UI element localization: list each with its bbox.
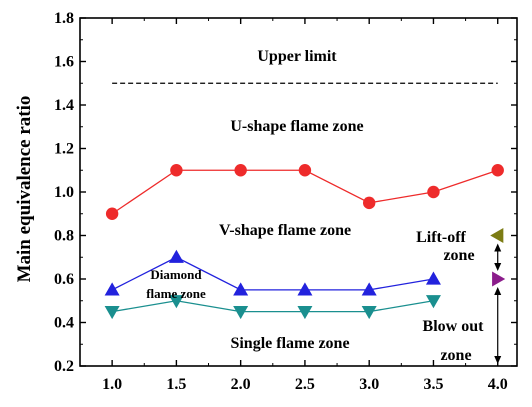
zone-arrows xyxy=(494,243,502,364)
data-point xyxy=(234,164,247,177)
series-line xyxy=(111,256,434,291)
arrow-head-down xyxy=(494,263,502,271)
y-tick-label: 1.6 xyxy=(54,54,74,71)
data-point xyxy=(104,306,120,320)
x-tick-label: 3.0 xyxy=(359,376,379,393)
data-point xyxy=(170,164,183,177)
x-tick-label: 2.0 xyxy=(231,376,251,393)
series-2 xyxy=(104,249,441,296)
data-point xyxy=(168,295,184,309)
data-point xyxy=(297,306,313,320)
data-point xyxy=(425,295,441,309)
data-point xyxy=(361,306,377,320)
data-point xyxy=(233,306,249,320)
y-tick-label: 1.0 xyxy=(54,184,74,201)
data-point xyxy=(492,271,506,287)
plot-border xyxy=(79,17,518,367)
y-tick-label: 1.2 xyxy=(54,141,74,158)
y-tick-label: 1.8 xyxy=(54,10,74,27)
blowout-arrow xyxy=(494,287,502,364)
data-point xyxy=(297,282,313,296)
annotation-diamond-2: flame zone xyxy=(146,286,206,301)
data-point xyxy=(362,196,376,210)
data-point xyxy=(168,249,184,263)
x-tick-label: 3.5 xyxy=(423,376,443,393)
series-1 xyxy=(105,164,504,220)
x-tick-label: 1.5 xyxy=(166,376,186,393)
arrow-head-up xyxy=(494,243,502,252)
annotation-diamond-1: Diamond xyxy=(150,267,202,282)
annotations: Main equivalence ratio Upper limit U-sha… xyxy=(14,48,484,364)
data-point xyxy=(425,271,441,285)
data-point xyxy=(104,282,120,296)
data-point xyxy=(105,207,119,220)
series-3 xyxy=(104,295,441,320)
series-layer xyxy=(104,82,506,364)
data-point xyxy=(361,282,377,296)
annotation-blowout-2: zone xyxy=(440,347,471,364)
arrow-head-up xyxy=(494,287,502,295)
plot-frame xyxy=(79,17,518,367)
x-tick-label: 1.0 xyxy=(102,376,122,393)
data-point xyxy=(491,164,504,177)
y-axis-label: Main equivalence ratio xyxy=(14,96,35,283)
special-marker xyxy=(490,228,504,243)
data-point xyxy=(427,185,440,199)
annotation-v-shape: V-shape flame zone xyxy=(219,222,351,239)
annotation-blowout-1: Blow out xyxy=(423,318,485,335)
annotation-u-shape: U-shape flame zone xyxy=(230,118,363,135)
liftoff-arrow xyxy=(494,243,502,271)
y-tick-label: 0.8 xyxy=(54,228,74,245)
series-line xyxy=(112,300,434,313)
annotation-liftoff-2: zone xyxy=(443,247,474,264)
x-tick-label: 2.5 xyxy=(295,376,315,393)
series-line xyxy=(111,169,498,215)
special-marker xyxy=(492,271,506,287)
data-point xyxy=(490,228,504,243)
y-tick-label: 0.4 xyxy=(54,315,74,332)
y-tick-label: 0.6 xyxy=(54,271,74,288)
annotation-upper-limit: Upper limit xyxy=(257,48,337,65)
data-point xyxy=(233,282,249,296)
annotation-single: Single flame zone xyxy=(230,335,349,352)
data-point xyxy=(298,164,312,177)
x-tick-label: 4.0 xyxy=(488,376,508,393)
annotation-liftoff-1: Lift-off xyxy=(416,229,466,246)
arrow-head-down xyxy=(494,356,502,364)
y-tick-label: 1.4 xyxy=(54,97,74,114)
y-tick-label: 0.2 xyxy=(54,358,74,375)
